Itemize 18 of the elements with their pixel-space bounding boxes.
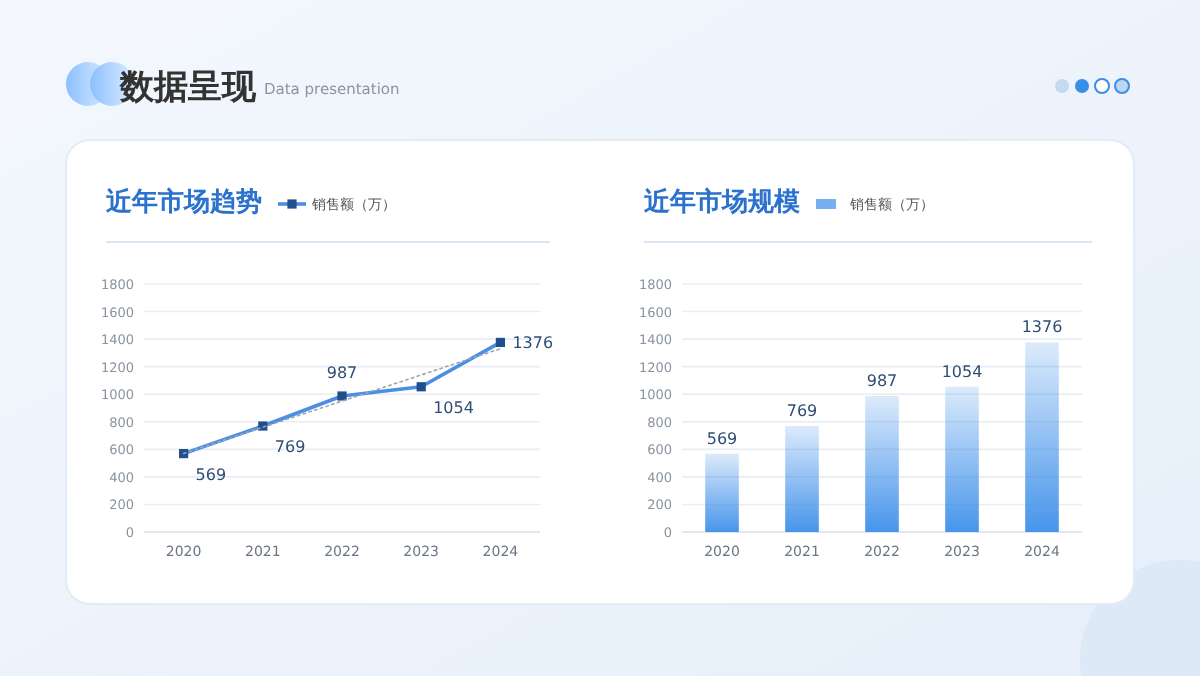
bar <box>1025 342 1059 532</box>
data-label: 987 <box>866 372 898 391</box>
data-label: 1376 <box>512 334 554 353</box>
bar <box>705 453 739 532</box>
data-label: 1054 <box>941 362 983 381</box>
chart-title: 近年市场规模 <box>642 186 800 218</box>
data-label: 1376 <box>1021 318 1063 337</box>
bar <box>865 396 899 532</box>
data-label: 1054 <box>433 398 474 417</box>
data-label: 569 <box>706 429 738 448</box>
bar <box>785 426 819 532</box>
data-label: 769 <box>786 402 818 421</box>
text: 数据呈现 <box>118 68 258 108</box>
bar <box>945 386 979 532</box>
chart-title: 近年市场趋势 <box>104 186 262 218</box>
data-label: 987 <box>326 364 358 383</box>
data-label: 569 <box>195 465 227 484</box>
data-label: 769 <box>274 438 306 457</box>
